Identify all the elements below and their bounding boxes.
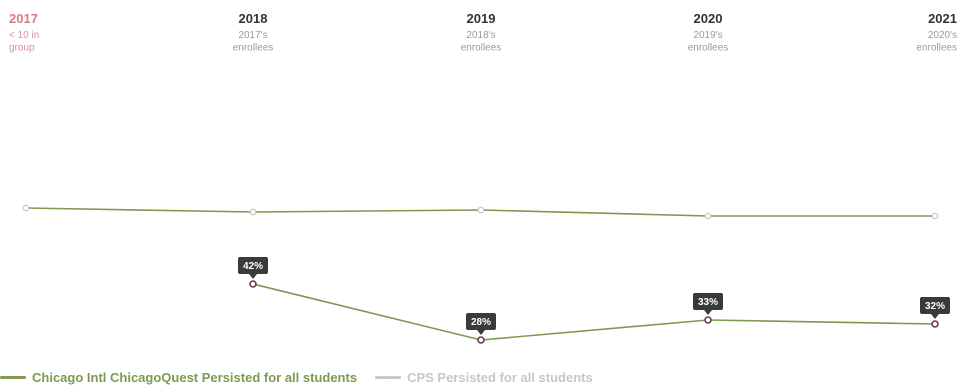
value-label-2018: 42% <box>243 261 263 272</box>
legend-item-cps[interactable]: CPS Persisted for all students <box>375 370 593 385</box>
point-cps-2021 <box>931 212 939 220</box>
year-sublabel-2017-1: < 10 in <box>9 30 39 41</box>
year-sublabel-2021-1: 2020's <box>928 30 957 41</box>
year-sublabel-2017-2: group <box>9 43 35 54</box>
value-label-box-2019 <box>466 313 496 330</box>
point-cps-2019 <box>477 206 485 214</box>
value-label-pointer-2018 <box>249 274 257 279</box>
legend-swatch-school <box>0 375 26 379</box>
value-label-box-2018 <box>238 257 268 274</box>
year-label-2021: 2021 <box>928 11 957 26</box>
point-cps-2018 <box>249 208 257 216</box>
legend-item-school[interactable]: Chicago Intl ChicagoQuest Persisted for … <box>0 370 357 385</box>
year-sublabel-2018-2: enrollees <box>233 43 274 54</box>
year-sublabel-2020-1: 2019's <box>693 30 722 41</box>
point-cps-2020 <box>704 212 712 220</box>
point-school-2021 <box>931 320 939 328</box>
point-cps-2017 <box>22 204 30 212</box>
series-line-school <box>252 283 936 341</box>
value-label-pointer-2019 <box>477 330 485 335</box>
value-label-box-2020 <box>693 293 723 310</box>
year-sublabel-2021-2: enrollees <box>916 43 957 54</box>
year-sublabel-2020-2: enrollees <box>688 43 729 54</box>
year-sublabel-2019-1: 2018's <box>466 30 495 41</box>
persistence-line-chart: 2017 < 10 in group 2018 2017's enrollees 2019 2… <box>9 11 957 344</box>
value-label-2019: 28% <box>471 317 491 328</box>
value-label-box-2021 <box>920 297 950 314</box>
legend-label-cps: CPS Persisted for all students <box>407 369 593 385</box>
year-label-2018: 2018 <box>239 11 268 26</box>
legend-label-school: Chicago Intl ChicagoQuest Persisted for … <box>32 369 358 385</box>
point-school-2020 <box>704 316 712 324</box>
legend-swatch-cps <box>375 375 402 379</box>
year-sublabel-2019-2: enrollees <box>461 43 502 54</box>
point-school-2019 <box>477 336 485 344</box>
chart-legend: Chicago Intl ChicagoQuest Persisted for … <box>0 368 611 386</box>
value-label-pointer-2021 <box>931 314 939 319</box>
value-label-2020: 33% <box>698 297 718 308</box>
year-label-2020: 2020 <box>694 11 723 26</box>
year-sublabel-2018-1: 2017's <box>238 30 267 41</box>
year-label-2019: 2019 <box>467 11 496 26</box>
value-label-2021: 32% <box>925 301 945 312</box>
value-label-pointer-2020 <box>704 310 712 315</box>
year-label-2017: 2017 <box>9 11 38 26</box>
point-school-2018 <box>249 280 257 288</box>
